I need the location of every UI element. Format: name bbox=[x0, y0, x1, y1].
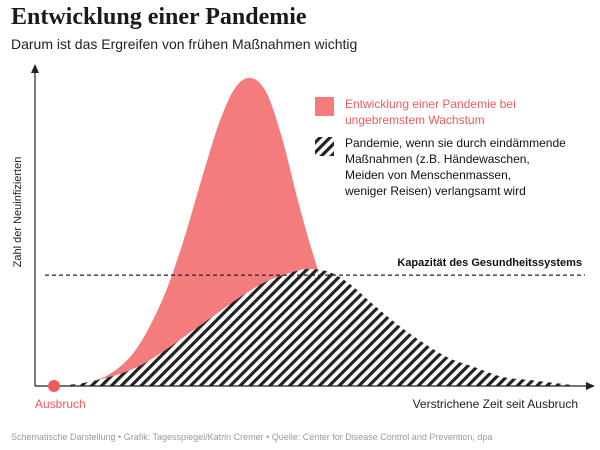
chart-subtitle: Darum ist das Ergreifen von frühen Maßna… bbox=[11, 36, 358, 52]
source-footer: Schematische Darstellung • Grafik: Tages… bbox=[11, 432, 493, 442]
outbreak-label: Ausbruch bbox=[35, 397, 86, 411]
legend-swatch-mitigated bbox=[315, 137, 334, 156]
outbreak-marker bbox=[48, 380, 60, 392]
chart-title: Entwicklung einer Pandemie bbox=[11, 4, 307, 30]
area-mitigated bbox=[58, 269, 580, 386]
capacity-label: Kapazität des Gesundheitssystems bbox=[397, 257, 582, 269]
x-axis-label: Verstrichene Zeit seit Ausbruch bbox=[413, 397, 578, 411]
legend-label-unmitigated: Entwicklung einer Pandemie bei ungebrems… bbox=[345, 97, 519, 127]
legend-label-mitigated: Pandemie, wenn sie durch eindämmende Maß… bbox=[344, 136, 569, 198]
y-axis-label: Zahl der Neuinfizierten bbox=[12, 157, 24, 268]
legend-swatch-unmitigated bbox=[315, 97, 334, 116]
area-layer bbox=[58, 77, 580, 386]
x-axis-arrow bbox=[586, 382, 595, 390]
y-axis-arrow bbox=[31, 64, 39, 73]
